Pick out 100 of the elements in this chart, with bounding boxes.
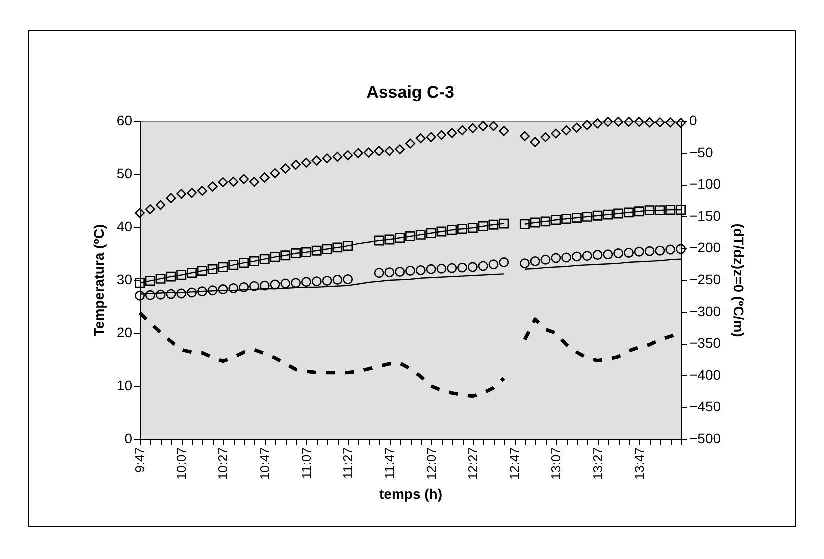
y2-tick-label: −400 bbox=[690, 366, 722, 383]
point bbox=[458, 126, 468, 136]
point bbox=[572, 213, 582, 223]
point bbox=[436, 264, 447, 274]
point bbox=[301, 158, 312, 168]
point bbox=[436, 226, 447, 237]
point bbox=[374, 268, 384, 278]
point bbox=[666, 118, 676, 128]
point bbox=[228, 260, 239, 270]
point bbox=[468, 223, 478, 234]
point bbox=[468, 123, 478, 134]
x-tick-label: 11:27 bbox=[340, 448, 356, 480]
point bbox=[499, 218, 510, 229]
point bbox=[395, 267, 406, 278]
y2-tick-label: 0 bbox=[690, 112, 698, 128]
point bbox=[374, 146, 384, 156]
point bbox=[458, 262, 468, 273]
point bbox=[395, 233, 406, 244]
point bbox=[280, 250, 291, 261]
point bbox=[312, 276, 322, 287]
point bbox=[166, 289, 176, 300]
point bbox=[291, 278, 302, 288]
point bbox=[343, 274, 354, 284]
point bbox=[478, 261, 488, 272]
y-tick-label: 60 bbox=[116, 112, 133, 128]
point bbox=[551, 128, 562, 139]
point bbox=[603, 250, 614, 260]
point bbox=[260, 254, 270, 264]
point bbox=[447, 263, 458, 274]
point bbox=[395, 144, 406, 155]
point bbox=[301, 277, 312, 288]
point bbox=[603, 210, 614, 220]
point bbox=[644, 246, 655, 256]
point bbox=[239, 174, 250, 184]
point bbox=[354, 148, 364, 158]
point bbox=[499, 258, 510, 268]
y2-tick-label: −500 bbox=[690, 430, 722, 446]
point bbox=[488, 260, 499, 270]
y2-tick-label: −450 bbox=[690, 398, 722, 415]
point bbox=[572, 122, 582, 133]
y2-tick-label: −150 bbox=[690, 208, 722, 224]
y-tick-label: 20 bbox=[116, 324, 133, 340]
point bbox=[488, 121, 499, 132]
y2-tick-label: −200 bbox=[690, 240, 722, 256]
point bbox=[239, 282, 250, 292]
point bbox=[478, 221, 488, 232]
point bbox=[384, 146, 395, 156]
point bbox=[156, 274, 166, 284]
point bbox=[187, 288, 197, 298]
point bbox=[530, 256, 540, 266]
point bbox=[592, 210, 603, 221]
point bbox=[426, 264, 436, 274]
point bbox=[458, 224, 468, 234]
point bbox=[540, 254, 551, 265]
point bbox=[488, 220, 499, 230]
point bbox=[562, 252, 572, 263]
point bbox=[176, 270, 187, 280]
point bbox=[384, 268, 395, 278]
y2-tick-label: −250 bbox=[690, 272, 722, 288]
point bbox=[676, 244, 686, 254]
point bbox=[426, 132, 436, 142]
point bbox=[322, 154, 332, 164]
point bbox=[176, 288, 187, 299]
point bbox=[582, 212, 592, 222]
point bbox=[332, 275, 343, 285]
point bbox=[197, 286, 208, 297]
point bbox=[644, 206, 655, 216]
point bbox=[520, 219, 530, 230]
point bbox=[208, 264, 218, 274]
x-tick-label: 13:07 bbox=[548, 448, 564, 480]
point bbox=[614, 248, 624, 258]
point bbox=[499, 126, 510, 136]
point bbox=[156, 290, 166, 300]
point bbox=[406, 266, 416, 276]
point bbox=[540, 216, 551, 227]
y-tick-label: 10 bbox=[116, 378, 133, 394]
point bbox=[343, 150, 354, 160]
point bbox=[270, 168, 280, 178]
point bbox=[322, 276, 332, 286]
point bbox=[416, 134, 426, 144]
y2-tick-label: −50 bbox=[690, 144, 714, 160]
y-axis-title: Temperatura (ºC) bbox=[90, 224, 107, 337]
point bbox=[239, 258, 250, 268]
point bbox=[384, 234, 395, 245]
point bbox=[551, 253, 562, 264]
point bbox=[644, 118, 655, 128]
point bbox=[291, 248, 302, 258]
point bbox=[530, 218, 540, 228]
point bbox=[312, 156, 322, 166]
y2-tick-label: −300 bbox=[690, 303, 722, 320]
point bbox=[145, 290, 156, 300]
point bbox=[218, 262, 228, 272]
point bbox=[562, 126, 572, 136]
point bbox=[562, 214, 572, 224]
point bbox=[166, 193, 176, 204]
point bbox=[406, 138, 416, 149]
x-tick-label: 11:47 bbox=[382, 448, 398, 480]
point bbox=[676, 205, 686, 216]
point bbox=[249, 256, 260, 266]
point bbox=[582, 120, 592, 130]
